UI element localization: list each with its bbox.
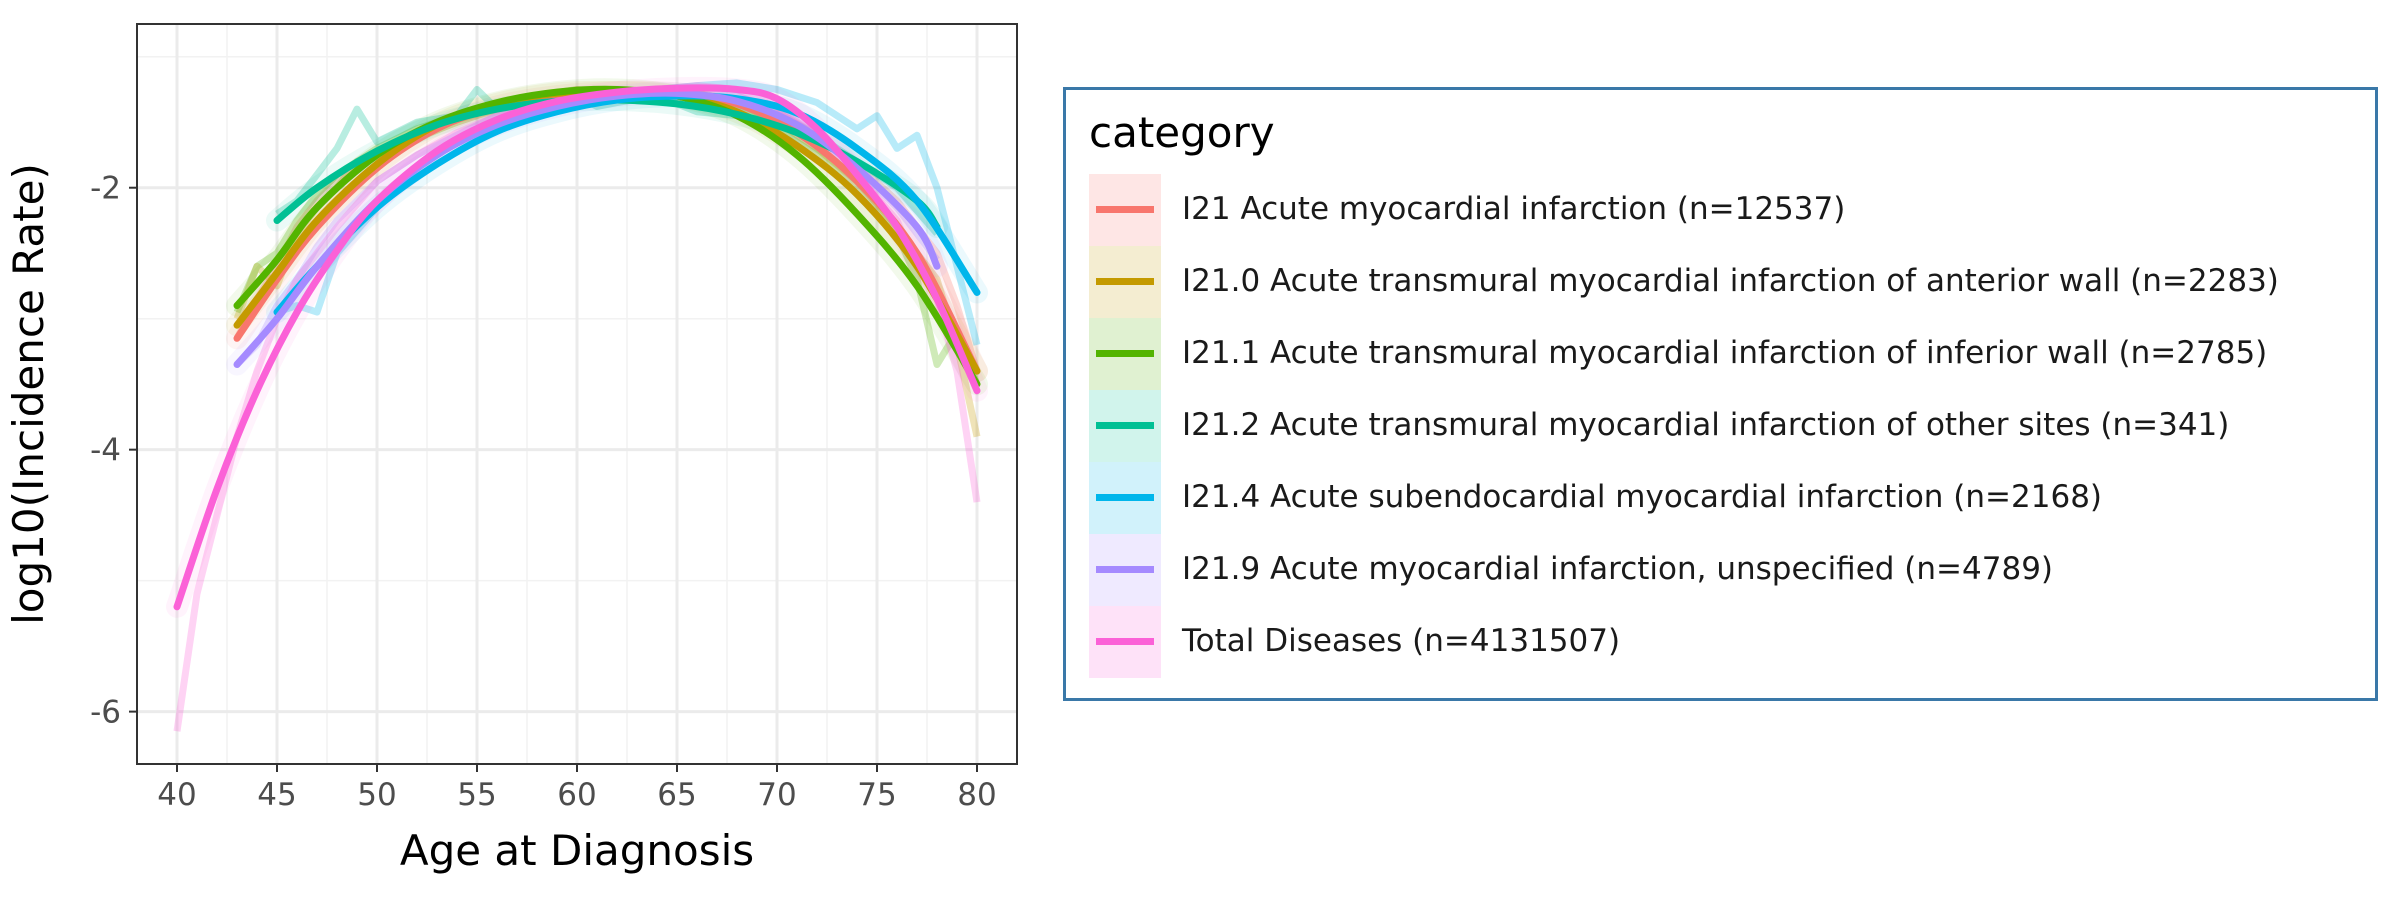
legend-item-1: I21.0 Acute transmural myocardial infarc… [1089, 246, 2359, 318]
legend-item-4: I21.4 Acute subendocardial myocardial in… [1089, 462, 2359, 534]
legend-key-0 [1089, 174, 1161, 246]
x-tick-label: 50 [357, 777, 396, 813]
legend-key-line [1096, 422, 1154, 429]
legend-key-line [1096, 278, 1154, 285]
legend-key-4 [1089, 462, 1161, 534]
x-tick-label: 75 [857, 777, 896, 813]
y-tick-label: -6 [90, 695, 121, 731]
legend-key-line [1096, 350, 1154, 357]
x-tick-label: 55 [457, 777, 496, 813]
legend-key-line [1096, 494, 1154, 501]
y-tick-label: -4 [90, 433, 121, 469]
x-tick-label: 45 [257, 777, 296, 813]
x-axis-title: Age at Diagnosis [400, 826, 754, 875]
legend-item-3: I21.2 Acute transmural myocardial infarc… [1089, 390, 2359, 462]
y-axis-ticks: -2 -4 -6 [90, 171, 137, 731]
legend-label-3: I21.2 Acute transmural myocardial infarc… [1182, 407, 2230, 443]
series-smooth-line-4 [273, 92, 981, 316]
legend-key-1 [1089, 246, 1161, 318]
series-smooth-line-5 [233, 89, 941, 368]
legend-label-2: I21.1 Acute transmural myocardial infarc… [1182, 335, 2268, 371]
legend-label-1: I21.0 Acute transmural myocardial infarc… [1182, 263, 2279, 299]
legend-label-4: I21.4 Acute subendocardial myocardial in… [1182, 479, 2103, 515]
legend-key-3 [1089, 390, 1161, 462]
series-smooth-line-2 [233, 85, 981, 388]
legend-key-2 [1089, 318, 1161, 390]
series-smooth-line-6 [173, 84, 981, 611]
legend-key-line [1096, 638, 1154, 645]
legend-key-line [1096, 566, 1154, 573]
x-tick-label: 70 [757, 777, 796, 813]
legend-item-2: I21.1 Acute transmural myocardial infarc… [1089, 318, 2359, 390]
x-tick-label: 65 [657, 777, 696, 813]
legend-label-5: I21.9 Acute myocardial infarction, unspe… [1182, 551, 2054, 587]
x-tick-label: 60 [557, 777, 596, 813]
x-axis-ticks: 40 45 50 55 60 65 70 75 80 [157, 764, 997, 813]
series-smooth-lines [173, 84, 981, 611]
legend-title: category [1089, 108, 1275, 157]
legend-item-0: I21 Acute myocardial infarction (n=12537… [1089, 174, 2359, 246]
legend-item-5: I21.9 Acute myocardial infarction, unspe… [1089, 534, 2359, 606]
legend-key-6 [1089, 606, 1161, 678]
legend-key-line [1096, 206, 1154, 213]
legend-item-6: Total Diseases (n=4131507) [1089, 606, 2359, 678]
legend-label-6: Total Diseases (n=4131507) [1182, 623, 1621, 659]
y-tick-label: -2 [90, 171, 121, 207]
y-axis-title: log10(Incidence Rate) [4, 163, 53, 625]
x-tick-label: 80 [957, 777, 996, 813]
legend-label-0: I21 Acute myocardial infarction (n=12537… [1182, 191, 1846, 227]
x-tick-label: 40 [157, 777, 196, 813]
legend-key-5 [1089, 534, 1161, 606]
grid-major [137, 24, 1017, 764]
legend: category I21 Acute myocardial infarction… [1063, 87, 2378, 701]
